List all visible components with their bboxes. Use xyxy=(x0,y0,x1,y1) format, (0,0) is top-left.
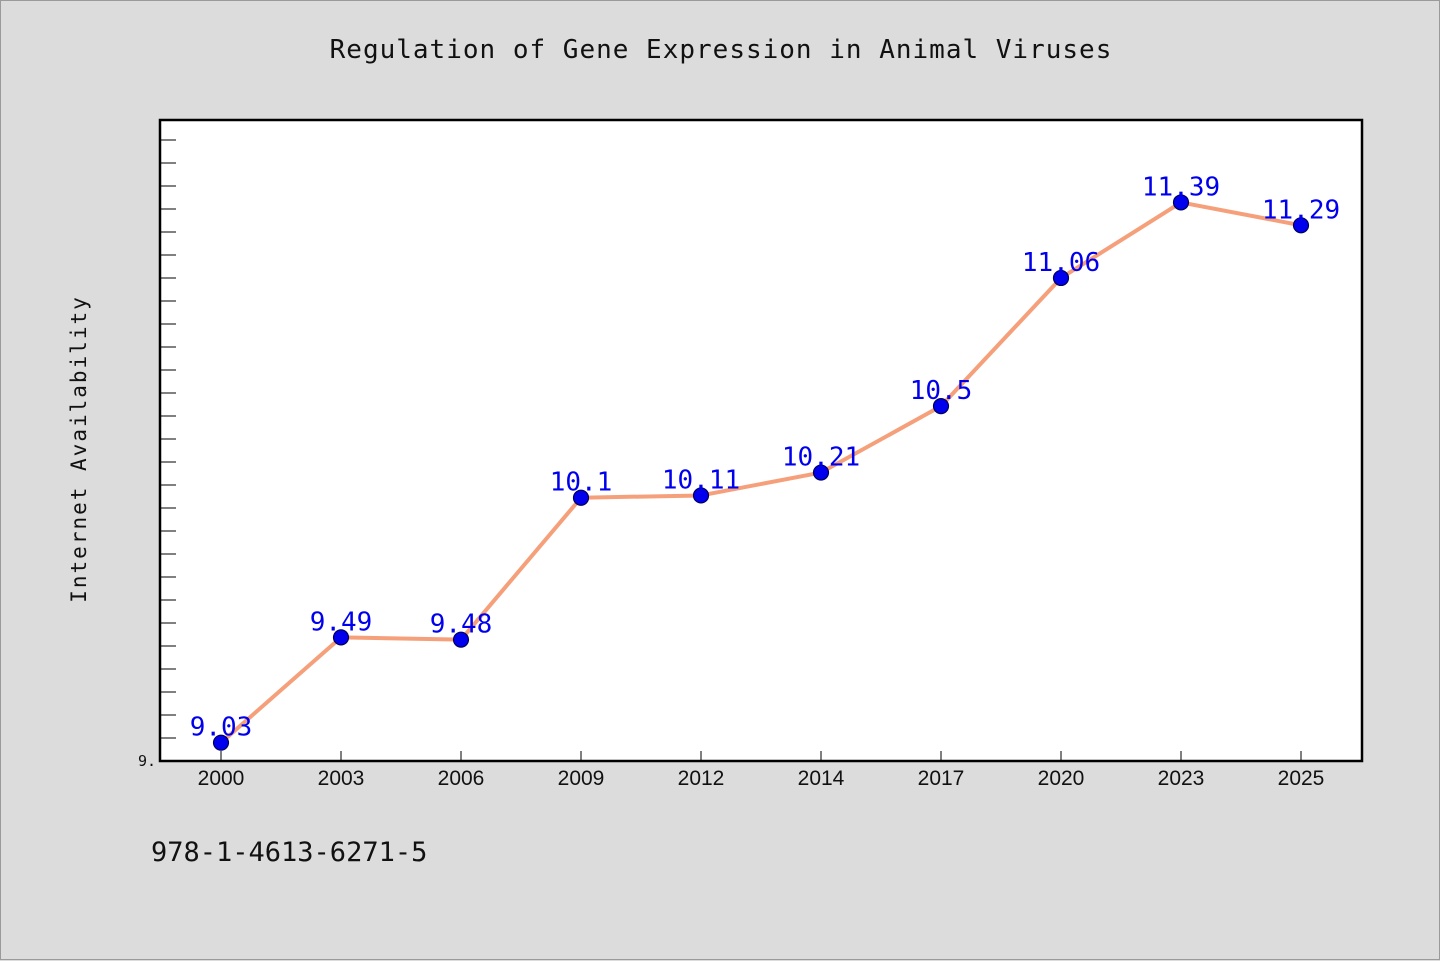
data-label: 9.49 xyxy=(310,607,373,637)
data-point xyxy=(1172,194,1190,211)
data-point xyxy=(452,631,470,648)
data-point xyxy=(812,464,830,481)
x-tick-label: 2003 xyxy=(318,767,365,790)
x-tick-label: 2020 xyxy=(1038,767,1085,790)
series-line xyxy=(219,200,1303,745)
data-point xyxy=(1052,269,1070,287)
x-tick-label: 2009 xyxy=(558,767,605,790)
footer-code: 978-1-4613-6271-5 xyxy=(151,837,428,868)
data-point xyxy=(932,398,950,415)
data-point xyxy=(332,629,350,646)
x-tick-labels: 2000 2003 2006 2009 2012 2014 2017 2020 2023 2025 xyxy=(198,767,1325,790)
data-point xyxy=(212,734,230,751)
series-line-group xyxy=(219,200,1303,745)
plot-background xyxy=(158,118,1364,763)
x-tick-label: 2017 xyxy=(918,767,965,790)
data-point xyxy=(1292,217,1310,234)
x-axis-ticks xyxy=(220,751,1302,761)
data-points xyxy=(212,194,1310,751)
y-axis-ticks xyxy=(160,139,176,739)
data-label: 11.29 xyxy=(1262,195,1340,225)
data-label: 10.5 xyxy=(910,376,973,406)
x-tick-label: 2023 xyxy=(1158,767,1205,790)
data-label: 11.39 xyxy=(1142,172,1220,202)
data-label: 10.11 xyxy=(662,465,740,495)
data-labels: 9.03 9.49 9.48 10.1 10.11 10.21 10.5 11.06 11.39… xyxy=(190,172,1340,742)
x-tick-label: 2014 xyxy=(798,767,845,790)
data-label: 11.06 xyxy=(1022,248,1100,278)
y-tick-labels: 9. xyxy=(138,752,156,770)
data-label: 10.21 xyxy=(782,443,860,473)
x-tick-label: 2006 xyxy=(438,767,485,790)
x-tick-label: 2000 xyxy=(198,767,245,790)
x-tick-label: 2025 xyxy=(1278,767,1325,790)
data-point xyxy=(572,489,590,506)
data-point xyxy=(692,487,710,504)
chart-title: Regulation of Gene Expression in Animal … xyxy=(329,35,1113,65)
x-tick-label: 2012 xyxy=(678,767,725,790)
y-tick-label: 9. xyxy=(138,752,156,770)
data-label: 9.48 xyxy=(430,610,493,640)
data-label: 9.03 xyxy=(190,713,253,743)
data-label: 10.1 xyxy=(550,468,613,498)
